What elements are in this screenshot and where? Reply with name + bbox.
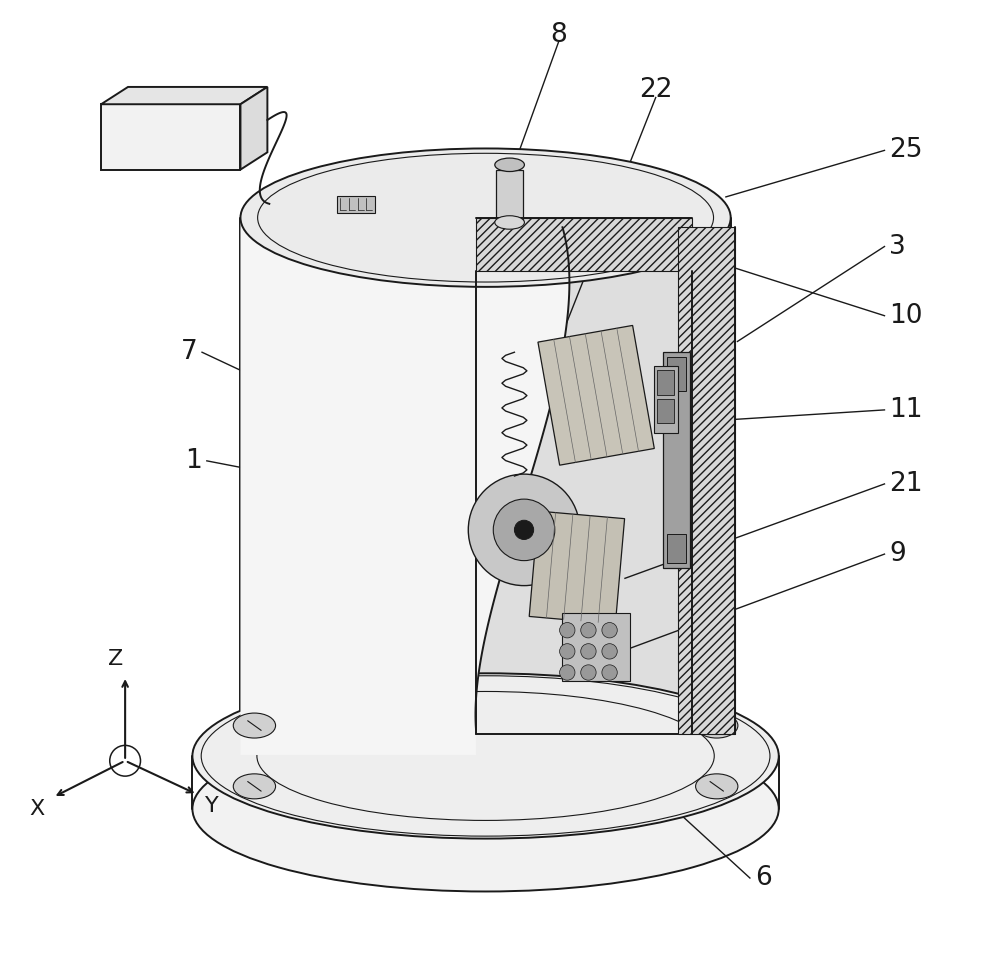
Ellipse shape bbox=[233, 713, 276, 738]
Bar bbox=[101, 104, 240, 170]
Text: 6: 6 bbox=[755, 865, 771, 891]
Text: 10: 10 bbox=[889, 303, 923, 329]
Ellipse shape bbox=[560, 644, 575, 659]
Bar bbox=[657, 370, 674, 394]
Ellipse shape bbox=[192, 726, 779, 892]
Polygon shape bbox=[240, 218, 569, 755]
Polygon shape bbox=[240, 87, 267, 170]
Text: 7: 7 bbox=[180, 339, 197, 365]
Bar bbox=[654, 365, 678, 433]
Ellipse shape bbox=[493, 499, 555, 561]
Ellipse shape bbox=[233, 774, 276, 799]
Text: Y: Y bbox=[205, 795, 219, 816]
Text: 25: 25 bbox=[889, 138, 923, 163]
Text: 3: 3 bbox=[889, 233, 906, 259]
Ellipse shape bbox=[560, 665, 575, 681]
Ellipse shape bbox=[581, 623, 596, 638]
Polygon shape bbox=[101, 87, 267, 104]
Ellipse shape bbox=[560, 623, 575, 638]
Ellipse shape bbox=[602, 665, 617, 681]
Bar bbox=[496, 170, 523, 223]
Ellipse shape bbox=[380, 409, 418, 436]
Polygon shape bbox=[538, 326, 654, 466]
Ellipse shape bbox=[514, 521, 534, 540]
Text: X: X bbox=[29, 798, 44, 818]
Text: Z: Z bbox=[108, 649, 123, 669]
Polygon shape bbox=[240, 218, 731, 756]
Ellipse shape bbox=[495, 216, 524, 229]
Ellipse shape bbox=[240, 686, 731, 825]
Ellipse shape bbox=[581, 644, 596, 659]
Polygon shape bbox=[476, 228, 692, 729]
Bar bbox=[657, 399, 674, 423]
Ellipse shape bbox=[495, 158, 524, 172]
Ellipse shape bbox=[192, 673, 779, 839]
Bar bbox=[476, 218, 731, 756]
Bar bbox=[667, 534, 686, 563]
Bar bbox=[337, 196, 375, 213]
Bar bbox=[678, 228, 735, 735]
Text: 8: 8 bbox=[550, 22, 567, 48]
Ellipse shape bbox=[602, 644, 617, 659]
Bar bbox=[667, 357, 686, 390]
Ellipse shape bbox=[696, 713, 738, 738]
Ellipse shape bbox=[468, 474, 580, 585]
Bar bbox=[476, 218, 692, 271]
Polygon shape bbox=[529, 511, 625, 624]
Ellipse shape bbox=[581, 665, 596, 681]
Ellipse shape bbox=[361, 511, 399, 538]
Text: 11: 11 bbox=[889, 397, 923, 423]
Ellipse shape bbox=[240, 148, 731, 287]
Text: 22: 22 bbox=[639, 77, 672, 103]
Text: 21: 21 bbox=[889, 471, 923, 496]
Ellipse shape bbox=[602, 623, 617, 638]
Bar bbox=[562, 613, 630, 681]
Ellipse shape bbox=[696, 774, 738, 799]
Text: 1: 1 bbox=[185, 448, 202, 474]
Text: 9: 9 bbox=[889, 541, 906, 567]
Bar bbox=[663, 352, 690, 568]
